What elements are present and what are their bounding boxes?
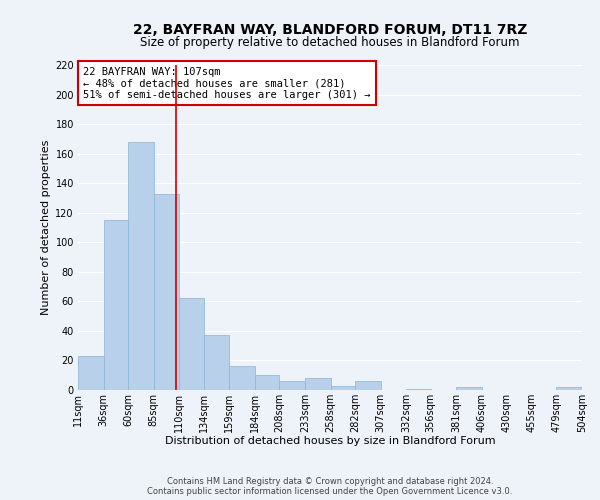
Bar — [456, 387, 482, 390]
Bar — [204, 336, 229, 390]
Text: 22 BAYFRAN WAY: 107sqm
← 48% of detached houses are smaller (281)
51% of semi-de: 22 BAYFRAN WAY: 107sqm ← 48% of detached… — [83, 66, 371, 100]
Text: Contains HM Land Registry data © Crown copyright and database right 2024.: Contains HM Land Registry data © Crown c… — [167, 478, 493, 486]
Bar — [331, 386, 355, 390]
Text: 22, BAYFRAN WAY, BLANDFORD FORUM, DT11 7RZ: 22, BAYFRAN WAY, BLANDFORD FORUM, DT11 7… — [133, 22, 527, 36]
Bar — [255, 375, 280, 390]
Bar — [280, 381, 305, 390]
Text: Size of property relative to detached houses in Blandford Forum: Size of property relative to detached ho… — [140, 36, 520, 49]
Text: Contains public sector information licensed under the Open Government Licence v3: Contains public sector information licen… — [148, 488, 512, 496]
Bar — [179, 298, 204, 390]
Bar — [128, 142, 154, 390]
Bar — [154, 194, 179, 390]
Bar — [104, 220, 128, 390]
Y-axis label: Number of detached properties: Number of detached properties — [41, 140, 51, 315]
X-axis label: Distribution of detached houses by size in Blandford Forum: Distribution of detached houses by size … — [164, 436, 496, 446]
Bar — [355, 381, 380, 390]
Bar — [556, 387, 582, 390]
Bar — [406, 388, 431, 390]
Bar — [229, 366, 255, 390]
Bar — [305, 378, 331, 390]
Bar — [78, 356, 104, 390]
